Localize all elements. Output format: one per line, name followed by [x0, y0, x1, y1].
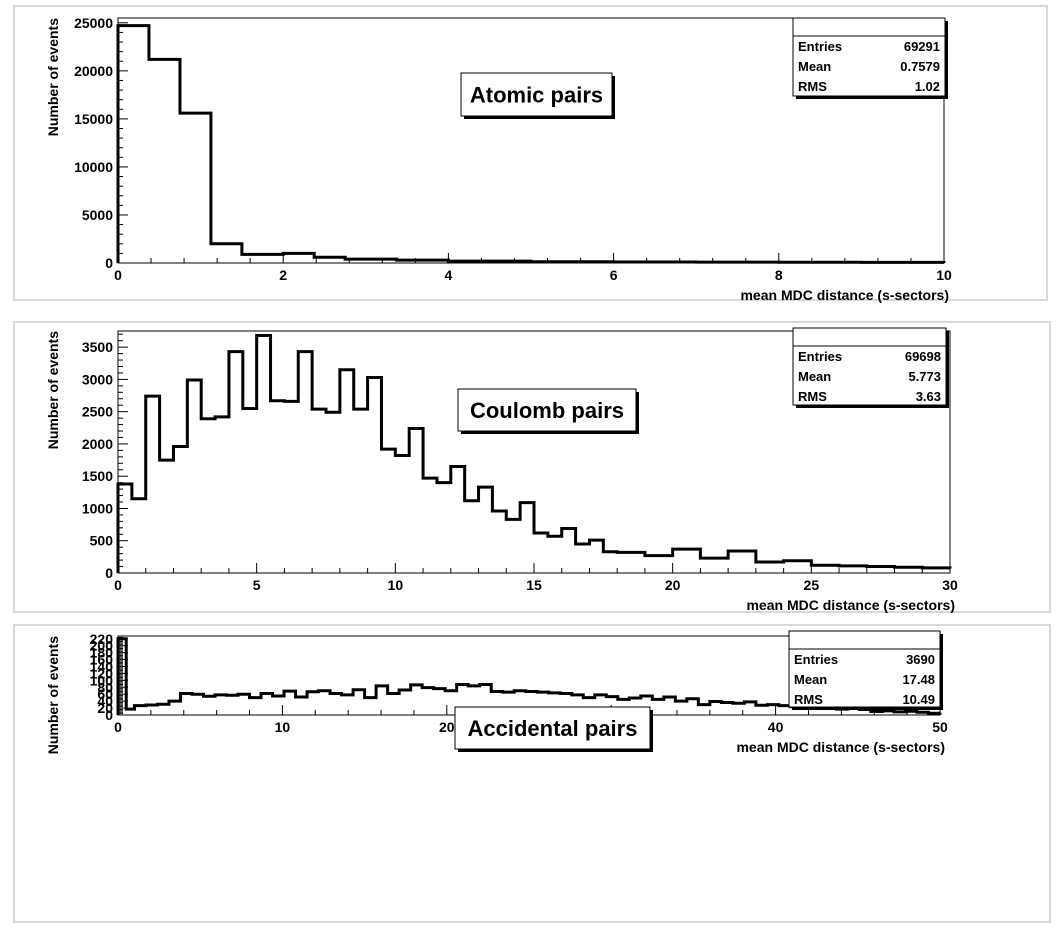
- stats-label-entries: Entries: [798, 39, 842, 54]
- x-tick-label: 10: [275, 719, 291, 735]
- histogram-panel-2: 0 5 10 15 20 25 30 mean MDC distance (s-sectors…: [13, 321, 1051, 613]
- histogram-panel-1: 0 2 4 6 8 10 mean MDC distance (s-sectors) 0 500…: [13, 5, 1048, 303]
- stats-label-entries: Entries: [794, 652, 838, 667]
- y-tick-label: 2500: [82, 404, 113, 420]
- histogram-series: [116, 334, 952, 573]
- x-tick-label: 30: [942, 577, 958, 593]
- stats-frame: [792, 17, 946, 97]
- x-tick-label: 20: [439, 719, 455, 735]
- stats-label-mean: Mean: [798, 369, 831, 384]
- x-tick-label: 6: [610, 267, 618, 283]
- y-tick-label: 80: [97, 679, 113, 695]
- title-box: Atomic pairs: [460, 72, 615, 119]
- title-box: Coulomb pairs: [457, 388, 639, 434]
- x-tick-label: 10: [936, 267, 952, 283]
- y-tick-label: 15000: [74, 111, 113, 127]
- x-tick-label: 20: [665, 577, 681, 593]
- y-tick-label: 180: [90, 645, 114, 661]
- y-axis-label: Number of events: [45, 331, 61, 449]
- y-tick-label: 220: [90, 631, 114, 647]
- chart-title: Atomic pairs: [470, 83, 603, 108]
- stats-value-rms: 1.02: [915, 79, 940, 94]
- histogram-panel-3: 01020304050mean MDC distance (s-sectors)…: [13, 624, 1051, 923]
- y-tick-label: 40: [97, 693, 113, 709]
- x-tick-label: 40: [768, 719, 784, 735]
- x-tick-label: 8: [775, 267, 783, 283]
- y-tick-label: 10000: [74, 159, 113, 175]
- y-tick-label: 200: [90, 638, 114, 654]
- stats-value-mean: 5.773: [908, 369, 941, 384]
- y-tick-label: 20000: [74, 63, 113, 79]
- y-tick-label: 25000: [74, 15, 113, 31]
- title-frame: [460, 72, 613, 117]
- y-tick-label: 0: [105, 255, 113, 271]
- y-axis-label: Number of events: [45, 18, 61, 136]
- y-tick-label: 2000: [82, 436, 113, 452]
- stats-label-mean: Mean: [794, 672, 827, 687]
- y-tick-label: 1500: [82, 468, 113, 484]
- x-axis-label: mean MDC distance (s-sectors): [746, 597, 955, 613]
- stats-value-rms: 3.63: [916, 389, 941, 404]
- y-tick-label: 140: [90, 658, 114, 674]
- chart-title: Accidental pairs: [468, 716, 638, 741]
- stats-value-mean: 0.7579: [900, 59, 940, 74]
- x-axis-label: mean MDC distance (s-sectors): [736, 739, 945, 755]
- title-box: Accidental pairs: [454, 706, 653, 752]
- stats-value-mean: 17.48: [902, 672, 935, 687]
- stats-frame: [792, 327, 947, 406]
- stats-label-mean: Mean: [798, 59, 831, 74]
- x-tick-label: 0: [114, 267, 122, 283]
- x-axis-label: mean MDC distance (s-sectors): [740, 287, 949, 303]
- y-tick-label: 3500: [82, 339, 113, 355]
- y-tick-label: 160: [90, 652, 114, 668]
- title-frame: [457, 388, 637, 432]
- histogram-series: [116, 24, 946, 264]
- stats-box: Entries 69698 Mean 5.773 RMS 3.63: [792, 327, 949, 408]
- stats-label-rms: RMS: [794, 692, 823, 707]
- y-tick-label: 1000: [82, 500, 113, 516]
- y-tick-label: 0: [105, 565, 113, 581]
- y-tick-label: 120: [90, 665, 114, 681]
- stats-value-rms: 10.49: [902, 692, 935, 707]
- stats-label-entries: Entries: [798, 349, 842, 364]
- y-axis-label: Number of events: [45, 636, 61, 754]
- y-tick-label: 0: [105, 707, 113, 723]
- stats-box: Entries 69291 Mean 0.7579 RMS 1.02: [792, 17, 948, 99]
- chart-title: Coulomb pairs: [470, 398, 624, 423]
- stats-value-entries: 3690: [906, 652, 935, 667]
- x-tick-label: 25: [804, 577, 820, 593]
- x-tick-label: 10: [388, 577, 404, 593]
- x-tick-label: 0: [114, 719, 122, 735]
- y-tick-label: 500: [90, 533, 114, 549]
- stats-frame: [788, 630, 941, 708]
- stats-label-rms: RMS: [798, 389, 827, 404]
- y-tick-label: 5000: [82, 207, 113, 223]
- y-tick-label: 20: [97, 700, 113, 716]
- stats-box: Entries 3690 Mean 17.48 RMS 10.49: [788, 630, 943, 710]
- y-tick-label: 3000: [82, 371, 113, 387]
- stats-value-entries: 69698: [905, 349, 941, 364]
- x-tick-label: 2: [279, 267, 287, 283]
- x-tick-label: 15: [526, 577, 542, 593]
- stats-label-rms: RMS: [798, 79, 827, 94]
- x-tick-label: 50: [932, 719, 948, 735]
- y-tick-label: 100: [90, 672, 114, 688]
- x-tick-label: 0: [114, 577, 122, 593]
- stats-value-entries: 69291: [904, 39, 940, 54]
- x-tick-label: 4: [445, 267, 453, 283]
- title-frame: [454, 706, 651, 750]
- x-tick-label: 5: [253, 577, 261, 593]
- y-tick-label: 60: [97, 686, 113, 702]
